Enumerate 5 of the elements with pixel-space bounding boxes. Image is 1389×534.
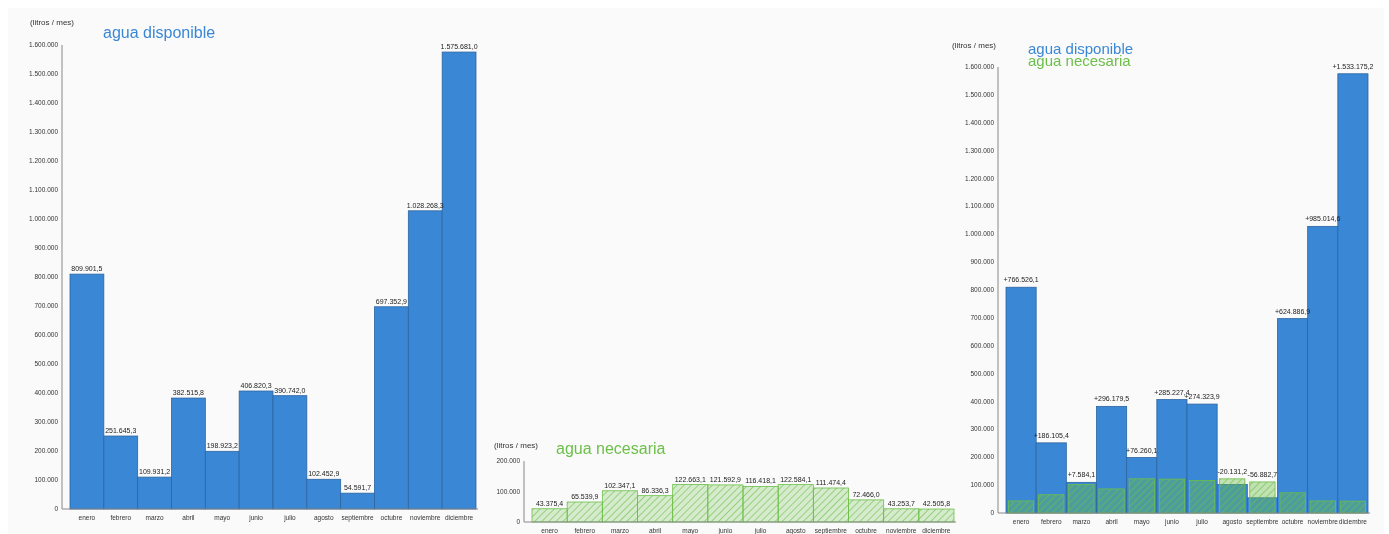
chart-title: agua necesaria [556, 440, 666, 457]
chart-title: agua disponible [103, 24, 216, 41]
y-axis-title: (litros / mes) [494, 441, 539, 450]
y-axis-title: (litros / mes) [952, 41, 997, 50]
y-axis-title: (litros / mes) [30, 18, 75, 27]
